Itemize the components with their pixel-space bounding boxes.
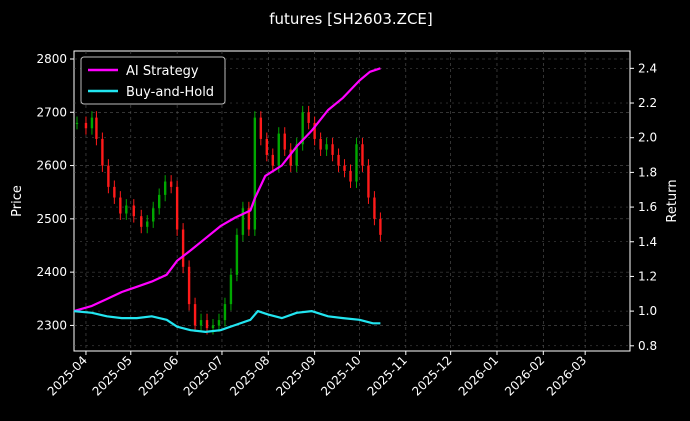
y-left-tick-label: 2600 bbox=[36, 159, 67, 173]
price-candle-body bbox=[101, 138, 104, 166]
y-right-tick-label: 2.0 bbox=[638, 131, 657, 145]
price-candle-body bbox=[367, 165, 370, 198]
price-candle-body bbox=[90, 117, 94, 129]
y-right-tick-label: 2.2 bbox=[638, 96, 657, 110]
price-candle-body bbox=[277, 133, 280, 166]
price-candle-body bbox=[181, 229, 185, 267]
price-candle-body bbox=[75, 122, 79, 124]
price-candle-body bbox=[355, 144, 358, 182]
price-candle-body bbox=[379, 218, 382, 235]
price-candle-body bbox=[217, 320, 221, 326]
price-candle-body bbox=[107, 165, 110, 187]
y-left-tick-label: 2800 bbox=[36, 52, 67, 66]
price-candle-body bbox=[193, 304, 197, 326]
chart-title: futures [SH2603.ZCE] bbox=[269, 10, 433, 28]
price-candle-body bbox=[175, 186, 179, 230]
y-right-tick-label: 1.4 bbox=[638, 235, 657, 249]
price-candle-body bbox=[140, 216, 143, 227]
price-candle-body bbox=[349, 170, 352, 182]
price-candle-body bbox=[113, 186, 116, 198]
price-candle-body bbox=[223, 304, 227, 321]
price-candle-body bbox=[247, 208, 251, 230]
price-candle-body bbox=[95, 117, 98, 139]
y-right-tick-label: 0.8 bbox=[638, 339, 657, 353]
price-candle-body bbox=[337, 154, 340, 166]
price-candle-body bbox=[361, 144, 364, 166]
y-axis-right-label: Return bbox=[665, 179, 680, 222]
price-candle-body bbox=[271, 154, 274, 166]
price-candle-body bbox=[125, 205, 128, 214]
y-axis-left-ticks: 2300 2400 2500 2600 2700 2800 bbox=[36, 52, 74, 332]
price-candle-body bbox=[241, 208, 245, 235]
y-right-tick-label: 1.0 bbox=[638, 304, 657, 318]
price-candle-body bbox=[84, 122, 88, 129]
price-candle-body bbox=[283, 133, 286, 150]
legend: AI Strategy Buy-and-Hold bbox=[80, 56, 226, 105]
price-candle-body bbox=[199, 320, 203, 326]
y-left-tick-label: 2300 bbox=[36, 318, 67, 332]
price-candle-body bbox=[253, 117, 257, 230]
price-candle-body bbox=[307, 112, 310, 123]
price-candle-body bbox=[163, 181, 167, 195]
y-axis-left-label: Price bbox=[10, 185, 25, 217]
price-candle-body bbox=[119, 197, 122, 214]
price-candle-body bbox=[289, 149, 292, 166]
price-candle-body bbox=[229, 274, 233, 305]
price-candle-body bbox=[157, 194, 161, 209]
series-lines bbox=[73, 67, 381, 333]
grid bbox=[74, 51, 630, 351]
price-candle-body bbox=[295, 144, 298, 166]
price-candle-body bbox=[265, 138, 269, 155]
price-candle-body bbox=[325, 144, 328, 150]
price-candle-body bbox=[259, 117, 263, 139]
price-candle-body bbox=[319, 138, 322, 150]
price-candle-body bbox=[373, 197, 376, 219]
price-candle-body bbox=[235, 234, 239, 275]
price-candle-body bbox=[211, 325, 215, 329]
legend-label-ai-strategy: AI Strategy bbox=[126, 64, 199, 79]
ai-strategy-line bbox=[73, 67, 381, 313]
y-left-tick-label: 2400 bbox=[36, 265, 67, 279]
price-candle-body bbox=[343, 165, 346, 171]
price-candles bbox=[75, 105, 382, 335]
y-right-tick-label: 2.4 bbox=[638, 61, 657, 75]
price-candle-body bbox=[205, 320, 209, 329]
price-candle-body bbox=[146, 221, 149, 227]
y-left-tick-label: 2500 bbox=[36, 212, 67, 226]
price-candle-body bbox=[169, 181, 173, 187]
y-right-tick-label: 1.8 bbox=[638, 165, 657, 179]
y-axis-right-ticks: 0.8 1.0 1.2 1.4 1.6 1.8 2.0 2.2 2.4 bbox=[630, 61, 657, 353]
y-right-tick-label: 1.2 bbox=[638, 269, 657, 283]
price-candle-body bbox=[331, 144, 334, 155]
y-right-tick-label: 1.6 bbox=[638, 200, 657, 214]
price-candle-body bbox=[187, 266, 191, 305]
y-left-tick-label: 2700 bbox=[36, 105, 67, 119]
price-candle-body bbox=[301, 112, 304, 145]
buy-and-hold-line bbox=[73, 310, 381, 333]
price-candle-body bbox=[132, 205, 135, 217]
legend-label-buy-and-hold: Buy-and-Hold bbox=[126, 85, 214, 100]
price-candle-body bbox=[152, 208, 155, 222]
price-candle-body bbox=[313, 122, 316, 139]
